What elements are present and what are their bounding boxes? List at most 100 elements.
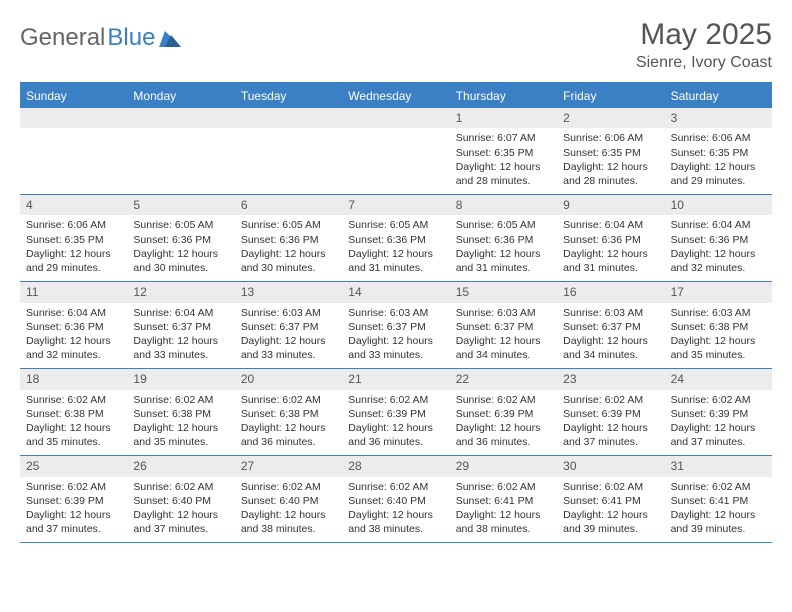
calendar-cell: 13Sunrise: 6:03 AMSunset: 6:37 PMDayligh… <box>235 282 342 368</box>
calendar-cell: 16Sunrise: 6:03 AMSunset: 6:37 PMDayligh… <box>557 282 664 368</box>
day-header-cell: Thursday <box>450 84 557 108</box>
day-number: 2 <box>557 108 664 128</box>
day-number: 4 <box>20 195 127 215</box>
calendar-cell: 8Sunrise: 6:05 AMSunset: 6:36 PMDaylight… <box>450 195 557 281</box>
day-number: 17 <box>665 282 772 302</box>
day-details: Sunrise: 6:02 AMSunset: 6:39 PMDaylight:… <box>665 390 772 456</box>
day-details: Sunrise: 6:02 AMSunset: 6:39 PMDaylight:… <box>342 390 449 456</box>
day-number: 22 <box>450 369 557 389</box>
day-number: 20 <box>235 369 342 389</box>
day-details <box>235 128 342 186</box>
calendar-cell: 26Sunrise: 6:02 AMSunset: 6:40 PMDayligh… <box>127 456 234 542</box>
day-number: 13 <box>235 282 342 302</box>
day-number: 24 <box>665 369 772 389</box>
week-row: 25Sunrise: 6:02 AMSunset: 6:39 PMDayligh… <box>20 456 772 543</box>
header: GeneralBlue May 2025 Sienre, Ivory Coast <box>20 18 772 72</box>
logo: GeneralBlue <box>20 18 181 52</box>
day-number: 11 <box>20 282 127 302</box>
day-number: 25 <box>20 456 127 476</box>
day-details: Sunrise: 6:02 AMSunset: 6:40 PMDaylight:… <box>127 477 234 543</box>
day-number: 12 <box>127 282 234 302</box>
day-details: Sunrise: 6:05 AMSunset: 6:36 PMDaylight:… <box>450 215 557 281</box>
day-number: 1 <box>450 108 557 128</box>
calendar-cell: 6Sunrise: 6:05 AMSunset: 6:36 PMDaylight… <box>235 195 342 281</box>
calendar-cell: 19Sunrise: 6:02 AMSunset: 6:38 PMDayligh… <box>127 369 234 455</box>
day-number: 27 <box>235 456 342 476</box>
day-details <box>20 128 127 186</box>
day-number <box>127 108 234 128</box>
day-number: 10 <box>665 195 772 215</box>
week-row: 4Sunrise: 6:06 AMSunset: 6:35 PMDaylight… <box>20 195 772 282</box>
calendar-cell <box>235 108 342 194</box>
day-details: Sunrise: 6:06 AMSunset: 6:35 PMDaylight:… <box>20 215 127 281</box>
day-details: Sunrise: 6:03 AMSunset: 6:37 PMDaylight:… <box>450 303 557 369</box>
day-number <box>342 108 449 128</box>
calendar-cell: 15Sunrise: 6:03 AMSunset: 6:37 PMDayligh… <box>450 282 557 368</box>
calendar-cell: 30Sunrise: 6:02 AMSunset: 6:41 PMDayligh… <box>557 456 664 542</box>
day-details: Sunrise: 6:02 AMSunset: 6:41 PMDaylight:… <box>665 477 772 543</box>
calendar-cell: 27Sunrise: 6:02 AMSunset: 6:40 PMDayligh… <box>235 456 342 542</box>
day-details: Sunrise: 6:02 AMSunset: 6:38 PMDaylight:… <box>235 390 342 456</box>
logo-mark-icon <box>159 29 181 47</box>
day-details: Sunrise: 6:03 AMSunset: 6:37 PMDaylight:… <box>342 303 449 369</box>
day-details: Sunrise: 6:05 AMSunset: 6:36 PMDaylight:… <box>342 215 449 281</box>
day-details: Sunrise: 6:02 AMSunset: 6:39 PMDaylight:… <box>20 477 127 543</box>
day-details: Sunrise: 6:04 AMSunset: 6:37 PMDaylight:… <box>127 303 234 369</box>
day-details: Sunrise: 6:02 AMSunset: 6:41 PMDaylight:… <box>450 477 557 543</box>
day-details: Sunrise: 6:02 AMSunset: 6:38 PMDaylight:… <box>20 390 127 456</box>
calendar-cell: 3Sunrise: 6:06 AMSunset: 6:35 PMDaylight… <box>665 108 772 194</box>
day-number: 18 <box>20 369 127 389</box>
day-number: 6 <box>235 195 342 215</box>
day-header-row: SundayMondayTuesdayWednesdayThursdayFrid… <box>20 84 772 108</box>
calendar-cell: 1Sunrise: 6:07 AMSunset: 6:35 PMDaylight… <box>450 108 557 194</box>
day-number: 7 <box>342 195 449 215</box>
calendar-cell: 5Sunrise: 6:05 AMSunset: 6:36 PMDaylight… <box>127 195 234 281</box>
title-block: May 2025 Sienre, Ivory Coast <box>636 18 772 72</box>
calendar-cell: 18Sunrise: 6:02 AMSunset: 6:38 PMDayligh… <box>20 369 127 455</box>
day-details: Sunrise: 6:02 AMSunset: 6:41 PMDaylight:… <box>557 477 664 543</box>
day-number: 14 <box>342 282 449 302</box>
day-details: Sunrise: 6:03 AMSunset: 6:37 PMDaylight:… <box>235 303 342 369</box>
day-header-cell: Friday <box>557 84 664 108</box>
location: Sienre, Ivory Coast <box>636 54 772 72</box>
day-number: 31 <box>665 456 772 476</box>
day-number <box>20 108 127 128</box>
week-row: 1Sunrise: 6:07 AMSunset: 6:35 PMDaylight… <box>20 108 772 195</box>
day-details: Sunrise: 6:02 AMSunset: 6:40 PMDaylight:… <box>235 477 342 543</box>
calendar-cell: 29Sunrise: 6:02 AMSunset: 6:41 PMDayligh… <box>450 456 557 542</box>
logo-text-1: General <box>20 24 105 52</box>
day-details <box>342 128 449 186</box>
day-details: Sunrise: 6:05 AMSunset: 6:36 PMDaylight:… <box>127 215 234 281</box>
day-number: 23 <box>557 369 664 389</box>
day-details: Sunrise: 6:04 AMSunset: 6:36 PMDaylight:… <box>20 303 127 369</box>
week-row: 11Sunrise: 6:04 AMSunset: 6:36 PMDayligh… <box>20 282 772 369</box>
day-number: 3 <box>665 108 772 128</box>
week-row: 18Sunrise: 6:02 AMSunset: 6:38 PMDayligh… <box>20 369 772 456</box>
day-number: 30 <box>557 456 664 476</box>
day-number: 9 <box>557 195 664 215</box>
calendar-cell: 31Sunrise: 6:02 AMSunset: 6:41 PMDayligh… <box>665 456 772 542</box>
day-details: Sunrise: 6:03 AMSunset: 6:37 PMDaylight:… <box>557 303 664 369</box>
calendar-cell: 24Sunrise: 6:02 AMSunset: 6:39 PMDayligh… <box>665 369 772 455</box>
calendar-cell: 25Sunrise: 6:02 AMSunset: 6:39 PMDayligh… <box>20 456 127 542</box>
day-number: 16 <box>557 282 664 302</box>
day-details: Sunrise: 6:07 AMSunset: 6:35 PMDaylight:… <box>450 128 557 194</box>
day-details: Sunrise: 6:06 AMSunset: 6:35 PMDaylight:… <box>665 128 772 194</box>
calendar-cell: 2Sunrise: 6:06 AMSunset: 6:35 PMDaylight… <box>557 108 664 194</box>
calendar-body: 1Sunrise: 6:07 AMSunset: 6:35 PMDaylight… <box>20 108 772 543</box>
day-number: 28 <box>342 456 449 476</box>
calendar-cell: 10Sunrise: 6:04 AMSunset: 6:36 PMDayligh… <box>665 195 772 281</box>
calendar-cell: 12Sunrise: 6:04 AMSunset: 6:37 PMDayligh… <box>127 282 234 368</box>
day-number: 21 <box>342 369 449 389</box>
calendar-cell: 4Sunrise: 6:06 AMSunset: 6:35 PMDaylight… <box>20 195 127 281</box>
calendar-cell: 20Sunrise: 6:02 AMSunset: 6:38 PMDayligh… <box>235 369 342 455</box>
day-header-cell: Monday <box>127 84 234 108</box>
day-details: Sunrise: 6:04 AMSunset: 6:36 PMDaylight:… <box>557 215 664 281</box>
day-header-cell: Wednesday <box>342 84 449 108</box>
calendar-cell <box>342 108 449 194</box>
calendar: SundayMondayTuesdayWednesdayThursdayFrid… <box>20 82 772 543</box>
calendar-cell <box>20 108 127 194</box>
day-details: Sunrise: 6:02 AMSunset: 6:39 PMDaylight:… <box>557 390 664 456</box>
day-number <box>235 108 342 128</box>
day-number: 26 <box>127 456 234 476</box>
